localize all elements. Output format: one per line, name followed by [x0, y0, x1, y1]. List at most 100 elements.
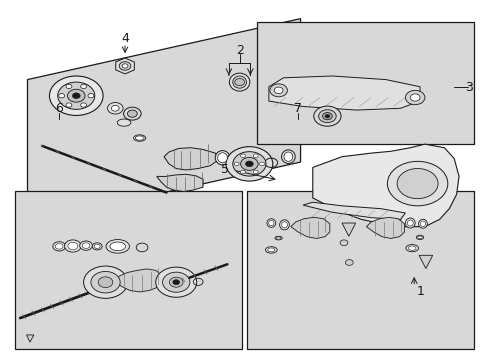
Polygon shape [116, 58, 134, 74]
Ellipse shape [279, 220, 289, 230]
Circle shape [162, 272, 189, 292]
Text: 5: 5 [221, 163, 228, 176]
Polygon shape [27, 19, 300, 223]
Circle shape [345, 260, 352, 265]
Circle shape [409, 94, 419, 101]
Bar [15, 191, 242, 348]
Circle shape [81, 103, 86, 107]
Circle shape [88, 94, 94, 98]
Circle shape [253, 170, 258, 174]
Circle shape [59, 94, 64, 98]
Circle shape [325, 114, 329, 118]
Ellipse shape [417, 236, 421, 239]
Circle shape [111, 105, 119, 111]
Text: 2: 2 [235, 44, 243, 57]
Circle shape [83, 266, 127, 298]
Ellipse shape [276, 237, 280, 239]
Ellipse shape [415, 235, 423, 239]
Ellipse shape [215, 150, 229, 165]
Circle shape [313, 106, 340, 126]
Circle shape [318, 110, 335, 123]
Circle shape [240, 154, 245, 158]
Circle shape [156, 267, 196, 297]
Circle shape [172, 280, 179, 285]
Ellipse shape [418, 219, 427, 228]
Circle shape [123, 107, 141, 120]
Circle shape [225, 147, 272, 181]
Circle shape [274, 87, 283, 94]
Polygon shape [290, 217, 329, 238]
Polygon shape [312, 144, 458, 226]
Circle shape [107, 103, 123, 114]
Ellipse shape [420, 221, 425, 226]
Polygon shape [157, 174, 203, 192]
Bar [246, 191, 473, 348]
Circle shape [169, 277, 183, 287]
Circle shape [234, 78, 244, 86]
Ellipse shape [266, 219, 275, 227]
Ellipse shape [274, 236, 282, 240]
Circle shape [119, 62, 131, 70]
Circle shape [58, 82, 95, 109]
Polygon shape [163, 148, 217, 170]
Ellipse shape [135, 136, 144, 140]
Circle shape [94, 244, 100, 248]
Circle shape [405, 90, 424, 105]
Ellipse shape [281, 150, 295, 163]
Ellipse shape [265, 247, 277, 253]
Ellipse shape [267, 248, 274, 252]
Circle shape [53, 242, 65, 251]
Ellipse shape [407, 246, 415, 250]
Circle shape [234, 162, 239, 166]
Circle shape [339, 240, 347, 246]
Polygon shape [418, 255, 432, 269]
Circle shape [259, 162, 264, 166]
Circle shape [322, 113, 331, 120]
Ellipse shape [110, 242, 125, 251]
Circle shape [269, 84, 287, 97]
Circle shape [92, 243, 102, 250]
Text: 3: 3 [464, 81, 472, 94]
Ellipse shape [232, 76, 246, 88]
Circle shape [66, 103, 72, 107]
Circle shape [67, 89, 85, 102]
Text: 6: 6 [55, 103, 63, 116]
Bar [256, 22, 473, 144]
Circle shape [253, 154, 258, 158]
Circle shape [82, 243, 90, 248]
Ellipse shape [133, 135, 145, 141]
Circle shape [68, 242, 78, 249]
Polygon shape [26, 335, 34, 342]
Ellipse shape [217, 153, 227, 163]
Ellipse shape [405, 244, 418, 252]
Ellipse shape [106, 239, 129, 253]
Circle shape [66, 84, 72, 89]
Circle shape [386, 161, 447, 206]
Polygon shape [341, 223, 355, 236]
Circle shape [72, 93, 80, 99]
Circle shape [91, 271, 120, 293]
Circle shape [232, 152, 265, 176]
Circle shape [80, 241, 92, 250]
Circle shape [49, 76, 103, 116]
Text: 1: 1 [416, 285, 424, 298]
Ellipse shape [268, 220, 273, 226]
Polygon shape [366, 217, 404, 238]
Ellipse shape [405, 218, 414, 228]
Polygon shape [115, 269, 161, 292]
Ellipse shape [117, 119, 131, 126]
Ellipse shape [407, 220, 412, 226]
Circle shape [122, 64, 128, 68]
Circle shape [98, 277, 113, 288]
Polygon shape [268, 76, 419, 110]
Circle shape [240, 170, 245, 174]
Polygon shape [303, 202, 405, 220]
Circle shape [240, 157, 258, 170]
Circle shape [55, 244, 63, 249]
Ellipse shape [281, 222, 287, 228]
Circle shape [396, 168, 437, 199]
Text: 7: 7 [294, 103, 302, 116]
Circle shape [127, 110, 137, 117]
Ellipse shape [229, 73, 249, 91]
Text: 4: 4 [121, 32, 129, 45]
